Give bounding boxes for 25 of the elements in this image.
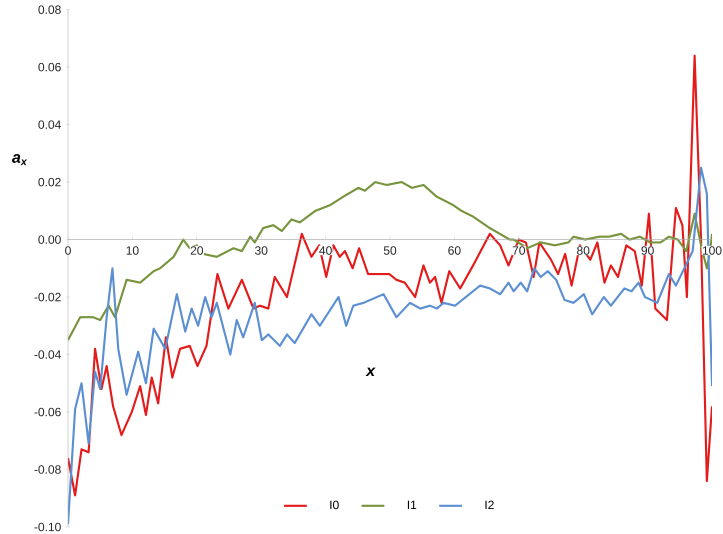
x-tick-label: 80 xyxy=(577,246,590,255)
y-axis-title: a$_{x}$ xyxy=(12,154,28,166)
y-tick-label: 0.02 xyxy=(38,178,61,186)
y-tick-label: -0.08 xyxy=(34,465,61,474)
legend-label: I1 xyxy=(408,500,416,509)
legend-label: I2 xyxy=(485,500,494,510)
y-tick-label: -0.06 xyxy=(34,408,61,416)
x-tick-label: 60 xyxy=(448,246,461,255)
x-tick-label: 70 xyxy=(512,246,526,255)
x-tick-label: 30 xyxy=(254,246,268,255)
x-axis-title: x xyxy=(366,368,376,376)
x-tick-label: 90 xyxy=(641,246,654,255)
y-tick-label: 0.00 xyxy=(38,235,61,244)
y-tick-label: 0.08 xyxy=(38,5,61,14)
x-tick-label: 20 xyxy=(190,246,204,255)
y-tick-label: -0.04 xyxy=(34,350,61,359)
y-tick-label: -0.02 xyxy=(34,292,61,302)
y-tick-label: 0.04 xyxy=(38,120,61,129)
x-tick-label: 10 xyxy=(126,246,139,255)
x-tick-label: 40 xyxy=(319,246,332,255)
y-tick-label: -0.10 xyxy=(34,522,61,532)
x-tick-label: 0 xyxy=(65,246,71,255)
y-tick-label: 0.06 xyxy=(38,62,61,72)
x-tick-label: 50 xyxy=(384,246,396,255)
legend-label: I0 xyxy=(330,500,339,510)
